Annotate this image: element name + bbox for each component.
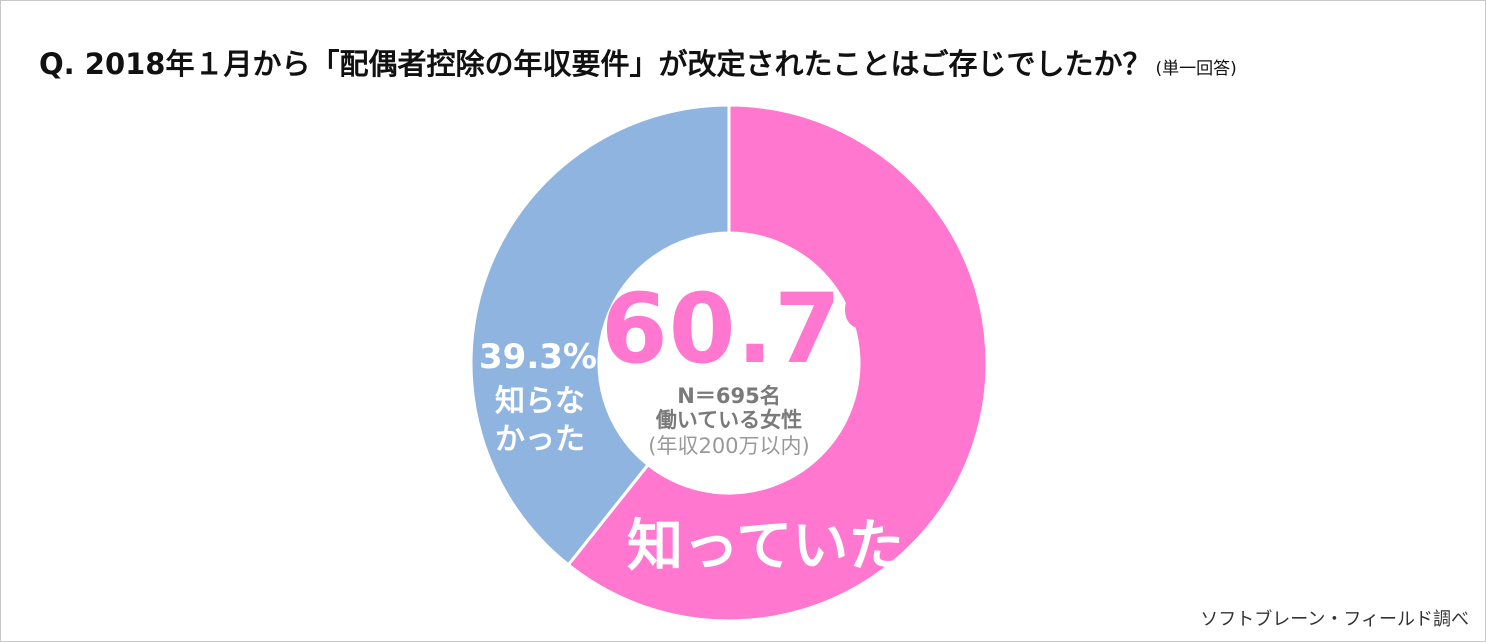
value-label: 60.7%: [601, 273, 940, 385]
source-note: ソフトブレーン・フィールド調べ: [1200, 609, 1469, 630]
value-label: 39.3%: [479, 337, 597, 377]
donut-slice: [469, 103, 731, 567]
category-label: 知らなかった: [495, 384, 585, 457]
chart-subtitle: (単一回答): [1155, 59, 1237, 79]
annotation: 働いている女性: [655, 408, 803, 432]
center-notes: N＝695名 働いている女性 (年収200万以内): [629, 384, 829, 458]
chart-title: Q. 2018年１月から「配偶者控除の年収要件」が改定されたことはご存じでしたか…: [39, 47, 1152, 81]
annotation: (年収200万以内): [648, 434, 810, 458]
donut-slice: [566, 103, 989, 623]
annotation: N＝695名: [677, 384, 781, 408]
category-label: 知っていた: [627, 514, 905, 579]
title-row: Q. 2018年１月から「配偶者控除の年収要件」が改定されたことはご存じでしたか…: [39, 41, 1237, 83]
